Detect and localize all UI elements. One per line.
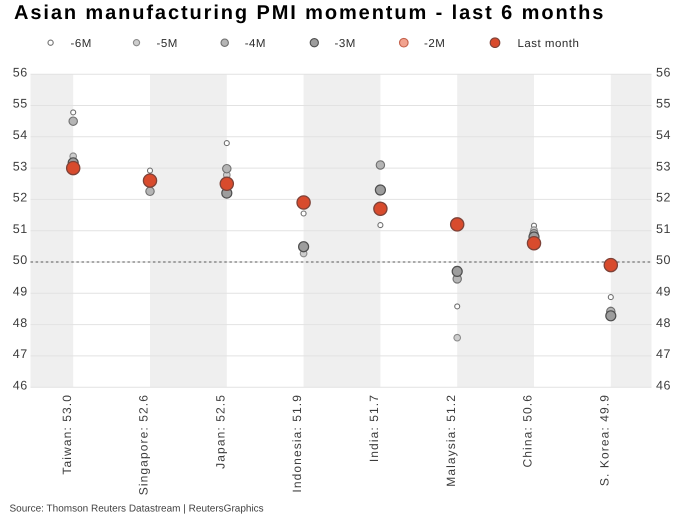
svg-text:Last month: Last month [518, 38, 580, 50]
svg-text:-5M: -5M [157, 38, 178, 50]
svg-text:Source: Thomson Reuters Datast: Source: Thomson Reuters Datastream | Reu… [10, 504, 264, 515]
svg-text:54: 54 [656, 128, 671, 142]
svg-text:51: 51 [656, 222, 671, 236]
svg-text:49: 49 [13, 285, 28, 299]
svg-text:52: 52 [656, 191, 671, 205]
svg-text:56: 56 [656, 65, 671, 79]
svg-text:-6M: -6M [71, 38, 92, 50]
svg-text:-4M: -4M [245, 38, 266, 50]
svg-text:S. Korea: 49.9: S. Korea: 49.9 [597, 394, 611, 486]
svg-text:Indonesia: 51.9: Indonesia: 51.9 [290, 394, 304, 493]
svg-text:51: 51 [13, 222, 28, 236]
svg-text:Japan: 52.5: Japan: 52.5 [213, 394, 227, 469]
svg-text:54: 54 [13, 128, 28, 142]
svg-text:53: 53 [13, 159, 28, 173]
svg-text:46: 46 [656, 378, 671, 392]
svg-text:50: 50 [13, 253, 28, 267]
svg-text:50: 50 [656, 253, 671, 267]
svg-text:46: 46 [13, 378, 28, 392]
svg-text:Taiwan: 53.0: Taiwan: 53.0 [60, 394, 74, 475]
svg-text:48: 48 [656, 316, 671, 330]
svg-text:-2M: -2M [424, 38, 445, 50]
svg-text:55: 55 [656, 97, 671, 111]
svg-text:Singapore: 52.6: Singapore: 52.6 [137, 394, 151, 495]
svg-text:Malaysia: 51.2: Malaysia: 51.2 [444, 394, 458, 487]
svg-text:47: 47 [13, 347, 28, 361]
svg-text:55: 55 [13, 97, 28, 111]
svg-text:48: 48 [13, 316, 28, 330]
svg-text:China: 50.6: China: 50.6 [521, 394, 535, 467]
svg-text:52: 52 [13, 191, 28, 205]
svg-text:Asian manufacturing PMI moment: Asian manufacturing PMI momentum - last … [14, 2, 605, 24]
svg-text:49: 49 [656, 285, 671, 299]
svg-text:India: 51.7: India: 51.7 [367, 394, 381, 462]
svg-text:47: 47 [656, 347, 671, 361]
svg-text:53: 53 [656, 159, 671, 173]
svg-text:56: 56 [13, 65, 28, 79]
svg-text:-3M: -3M [335, 38, 356, 50]
